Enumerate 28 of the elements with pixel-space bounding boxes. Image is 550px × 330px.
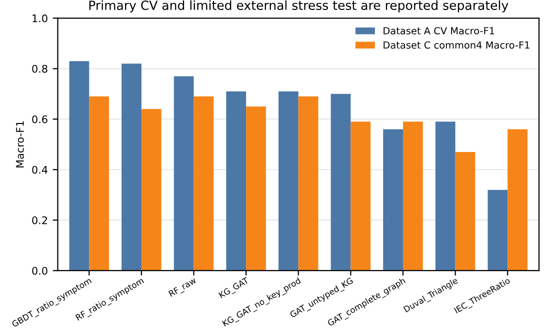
bar <box>226 91 246 271</box>
bar <box>141 109 162 271</box>
bar <box>488 190 508 271</box>
y-tick-label: 0.2 <box>32 216 47 224</box>
legend-label: Dataset C common4 Macro-F1 <box>384 41 530 49</box>
bar <box>508 129 528 271</box>
bar <box>383 129 403 271</box>
bar <box>278 91 298 271</box>
bar <box>69 61 90 271</box>
bar <box>455 152 476 271</box>
bar <box>122 64 142 271</box>
bar <box>298 96 318 271</box>
y-tick-label: 1.0 <box>32 14 48 22</box>
chart-title: Primary CV and limited external stress test are reported separately <box>89 0 508 12</box>
bar <box>174 76 194 271</box>
bar <box>402 122 423 271</box>
legend-label: Dataset A CV Macro-F1 <box>384 27 494 34</box>
bar <box>330 94 351 271</box>
y-tick-label: 0.8 <box>32 64 48 73</box>
y-tick-label: 0.4 <box>32 166 48 174</box>
bar <box>89 96 110 271</box>
bar <box>435 122 456 271</box>
bar <box>194 96 214 271</box>
y-axis-title: Macro-F1 <box>16 121 24 168</box>
bar <box>246 106 266 271</box>
bar <box>350 122 371 271</box>
y-tick-label: 0.0 <box>32 266 48 275</box>
y-tick-label: 0.6 <box>32 115 48 124</box>
